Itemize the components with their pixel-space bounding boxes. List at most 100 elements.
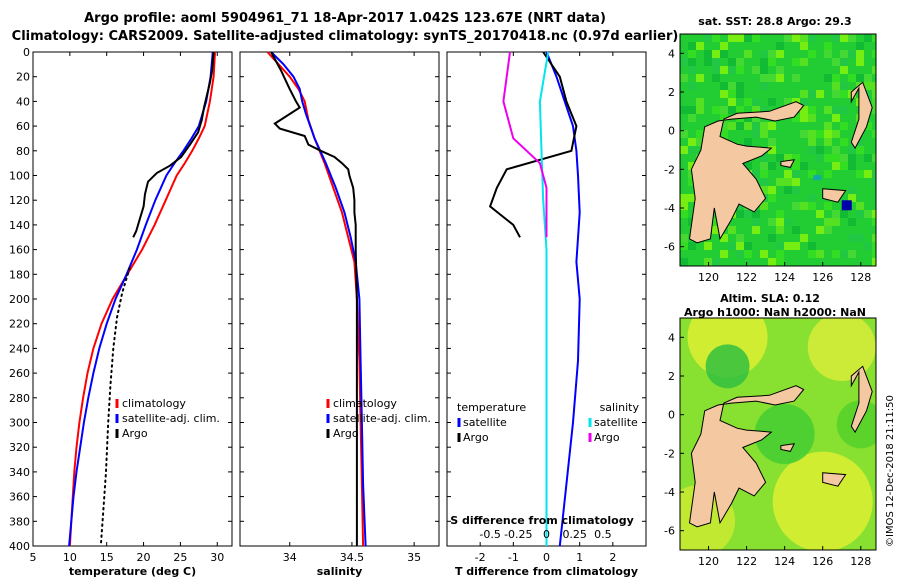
sst-cell	[720, 114, 728, 122]
sst-cell	[752, 170, 760, 178]
sst-cell	[776, 242, 784, 250]
y-tick-label: 400	[9, 540, 30, 553]
sst-cell	[712, 74, 720, 82]
sst-cell	[832, 146, 840, 154]
y-tick-label: 360	[9, 491, 30, 504]
top-tick-label: 0.5	[594, 528, 612, 541]
sst-cell	[688, 242, 696, 250]
sst-cell	[800, 42, 808, 50]
sst-cell	[744, 250, 752, 258]
banggai-land	[780, 443, 796, 452]
map-x-tick-label: 122	[736, 271, 757, 284]
sst-cell	[840, 90, 848, 98]
sst-cell	[768, 50, 776, 58]
sst-cell	[824, 202, 832, 210]
series-line-argo-deep	[99, 267, 131, 547]
sst-cell	[832, 114, 840, 122]
sst-cell	[688, 42, 696, 50]
sst-cell	[872, 130, 876, 138]
sst-cell	[760, 162, 768, 170]
sst-cell	[768, 122, 776, 130]
series-line-satellite-adj-clim-	[270, 51, 367, 547]
map-x-tick-label: 126	[812, 555, 833, 568]
sst-cell	[728, 34, 736, 42]
sst-cell	[832, 162, 840, 170]
y-tick-label: 300	[9, 417, 30, 430]
sst-cell	[784, 154, 792, 162]
sst-cell	[792, 178, 800, 186]
sst-cell	[784, 218, 792, 226]
sst-cell	[832, 90, 840, 98]
sst-cell	[752, 218, 760, 226]
sst-cell	[736, 58, 744, 66]
legend-label: satellite	[594, 416, 638, 429]
x-tick-label: 2	[609, 551, 616, 564]
sst-map-title: sat. SST: 28.8 Argo: 29.3	[698, 15, 851, 28]
sst-cell	[728, 242, 736, 250]
sst-cell	[744, 98, 752, 106]
sst-cell	[872, 66, 876, 74]
x-tick-label: 30	[210, 551, 224, 564]
sst-cell	[744, 162, 752, 170]
sst-cold-patch	[841, 200, 852, 211]
sst-cell	[736, 34, 744, 42]
sst-cell	[680, 58, 688, 66]
sst-cell	[824, 42, 832, 50]
y-tick-label: 200	[9, 293, 30, 306]
sst-cell	[808, 250, 816, 258]
sst-cell	[792, 34, 800, 42]
sst-cell	[768, 186, 776, 194]
sst-cell	[824, 138, 832, 146]
sst-cell	[792, 154, 800, 162]
sst-cell	[736, 122, 744, 130]
sst-cell	[760, 66, 768, 74]
map-y-tick-label: -6	[664, 241, 675, 254]
sst-cell	[688, 146, 696, 154]
sst-cell	[704, 34, 712, 42]
sst-cell	[680, 146, 688, 154]
sst-cell	[712, 66, 720, 74]
buru-land	[822, 472, 847, 487]
map-content	[680, 34, 876, 266]
sst-cell	[824, 122, 832, 130]
sst-cell	[736, 82, 744, 90]
sst-cool-patch	[813, 175, 822, 181]
sst-cell	[856, 138, 864, 146]
x-tick-label: 25	[173, 551, 187, 564]
sst-cell	[864, 170, 872, 178]
sst-cell	[816, 226, 824, 234]
sst-cell	[776, 74, 784, 82]
legend-label: climatology	[122, 397, 186, 410]
x-tick-label: 1	[576, 551, 583, 564]
sst-cell	[816, 130, 824, 138]
title-line-2: Climatology: CARS2009. Satellite-adjuste…	[12, 29, 679, 44]
sst-cell	[808, 242, 816, 250]
sst-cell	[688, 162, 696, 170]
top-tick-label: 0	[543, 528, 550, 541]
sst-cell	[720, 106, 728, 114]
title-line-1: Argo profile: aoml 5904961_71 18-Apr-201…	[84, 11, 606, 26]
y-tick-label: 380	[9, 515, 30, 528]
sst-cell	[744, 34, 752, 42]
sst-cell	[688, 114, 696, 122]
halmahera-land	[850, 81, 873, 150]
y-tick-label: 280	[9, 392, 30, 405]
sst-cell	[840, 210, 848, 218]
sst-cell	[856, 58, 864, 66]
sst-cell	[840, 50, 848, 58]
sst-cell	[840, 58, 848, 66]
sst-cell	[864, 210, 872, 218]
sst-cell	[808, 146, 816, 154]
top-tick-label: 0.25	[562, 528, 587, 541]
sst-cell	[792, 242, 800, 250]
sst-cell	[768, 74, 776, 82]
sst-cell	[728, 82, 736, 90]
sst-cell	[680, 130, 688, 138]
sst-cell	[808, 34, 816, 42]
sst-cell	[752, 66, 760, 74]
sst-map-panel: sat. SST: 28.8 Argo: 29.3 120 122 124 126 12…	[664, 15, 877, 284]
sla-blob	[772, 451, 873, 550]
sst-cell	[824, 170, 832, 178]
sst-cell	[800, 130, 808, 138]
